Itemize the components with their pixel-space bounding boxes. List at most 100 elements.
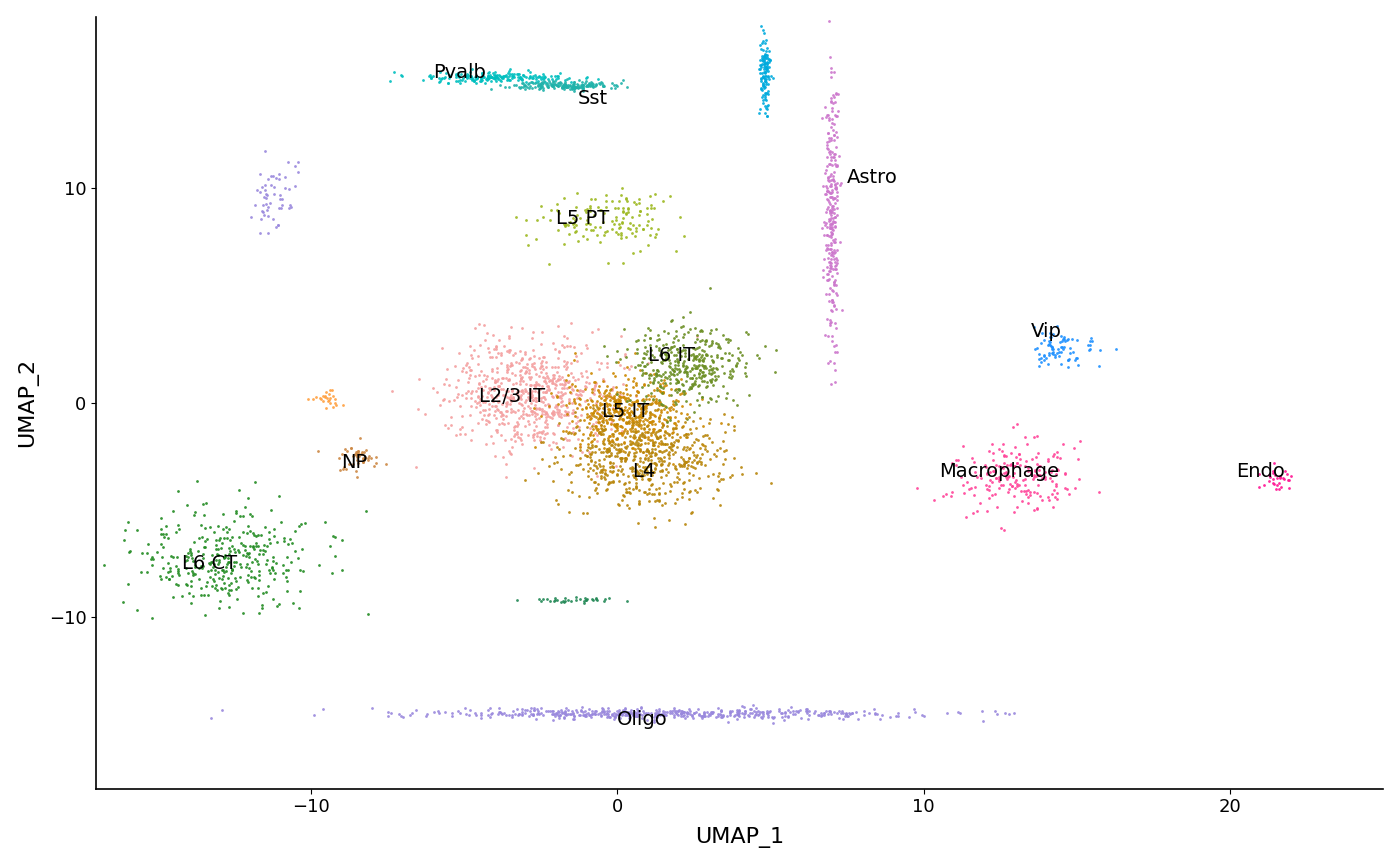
Point [605, 432, 627, 446]
Point [325, 399, 347, 413]
Point [659, 367, 682, 381]
Point [470, 708, 493, 721]
Point [756, 61, 778, 74]
Point [825, 196, 847, 210]
Point [445, 68, 468, 82]
Point [610, 454, 633, 468]
Point [598, 445, 620, 458]
Point [504, 434, 526, 448]
Point [1273, 472, 1295, 486]
Point [686, 328, 708, 342]
Point [598, 443, 620, 457]
Point [829, 178, 851, 192]
Point [230, 561, 252, 574]
Point [1105, 343, 1127, 356]
Point [536, 80, 559, 93]
Point [647, 410, 669, 424]
Point [703, 354, 725, 368]
Point [637, 432, 659, 446]
Point [721, 411, 743, 425]
Point [1039, 339, 1061, 353]
Point [592, 705, 615, 719]
Point [560, 426, 582, 439]
X-axis label: UMAP_1: UMAP_1 [696, 827, 784, 849]
Point [825, 251, 847, 265]
Point [630, 708, 652, 722]
Point [601, 413, 623, 426]
Point [718, 705, 741, 719]
Point [689, 362, 711, 376]
Point [606, 463, 629, 477]
Point [577, 209, 599, 223]
Point [648, 452, 671, 465]
Point [641, 422, 664, 436]
Point [594, 592, 616, 606]
Point [676, 368, 699, 381]
Point [722, 451, 745, 465]
Point [221, 563, 244, 577]
Point [556, 80, 578, 93]
Point [640, 397, 662, 411]
Point [675, 359, 697, 373]
Point [641, 348, 664, 362]
Point [650, 458, 672, 472]
Point [631, 445, 654, 459]
Point [267, 167, 290, 181]
Point [619, 437, 641, 451]
Point [213, 552, 235, 566]
Point [599, 456, 622, 470]
Point [596, 390, 619, 404]
Point [344, 465, 367, 478]
Point [388, 707, 410, 721]
Point [1275, 466, 1298, 480]
Point [560, 366, 582, 380]
Point [508, 71, 531, 85]
Point [668, 210, 690, 224]
Point [1274, 464, 1296, 477]
Point [596, 399, 619, 413]
Point [528, 68, 550, 82]
Point [686, 455, 708, 469]
Point [571, 78, 594, 92]
Point [559, 448, 581, 462]
Point [542, 390, 564, 404]
Point [823, 178, 846, 192]
Point [711, 457, 734, 471]
Point [213, 550, 235, 564]
Point [699, 359, 721, 373]
Point [181, 597, 203, 611]
Point [207, 519, 230, 533]
Point [504, 346, 526, 360]
Point [498, 372, 521, 386]
Point [522, 71, 545, 85]
Point [752, 76, 774, 90]
Point [595, 483, 617, 497]
Point [825, 215, 847, 229]
Point [542, 704, 564, 718]
Point [624, 224, 647, 238]
Point [1026, 501, 1049, 515]
Point [519, 381, 542, 395]
Point [599, 407, 622, 420]
Point [647, 487, 669, 501]
Point [568, 211, 591, 225]
Point [546, 197, 568, 211]
Point [816, 240, 839, 254]
Point [252, 586, 274, 600]
Point [599, 394, 622, 407]
Point [820, 377, 843, 391]
Point [578, 427, 601, 441]
Point [526, 429, 549, 443]
Point [820, 292, 843, 306]
Point [480, 70, 503, 84]
Point [515, 408, 538, 422]
Point [743, 708, 766, 721]
Point [820, 216, 843, 230]
Point [588, 426, 610, 439]
Point [529, 79, 552, 93]
Point [753, 80, 776, 93]
Point [644, 707, 666, 721]
Point [650, 429, 672, 443]
Point [659, 314, 682, 328]
Point [510, 353, 532, 367]
